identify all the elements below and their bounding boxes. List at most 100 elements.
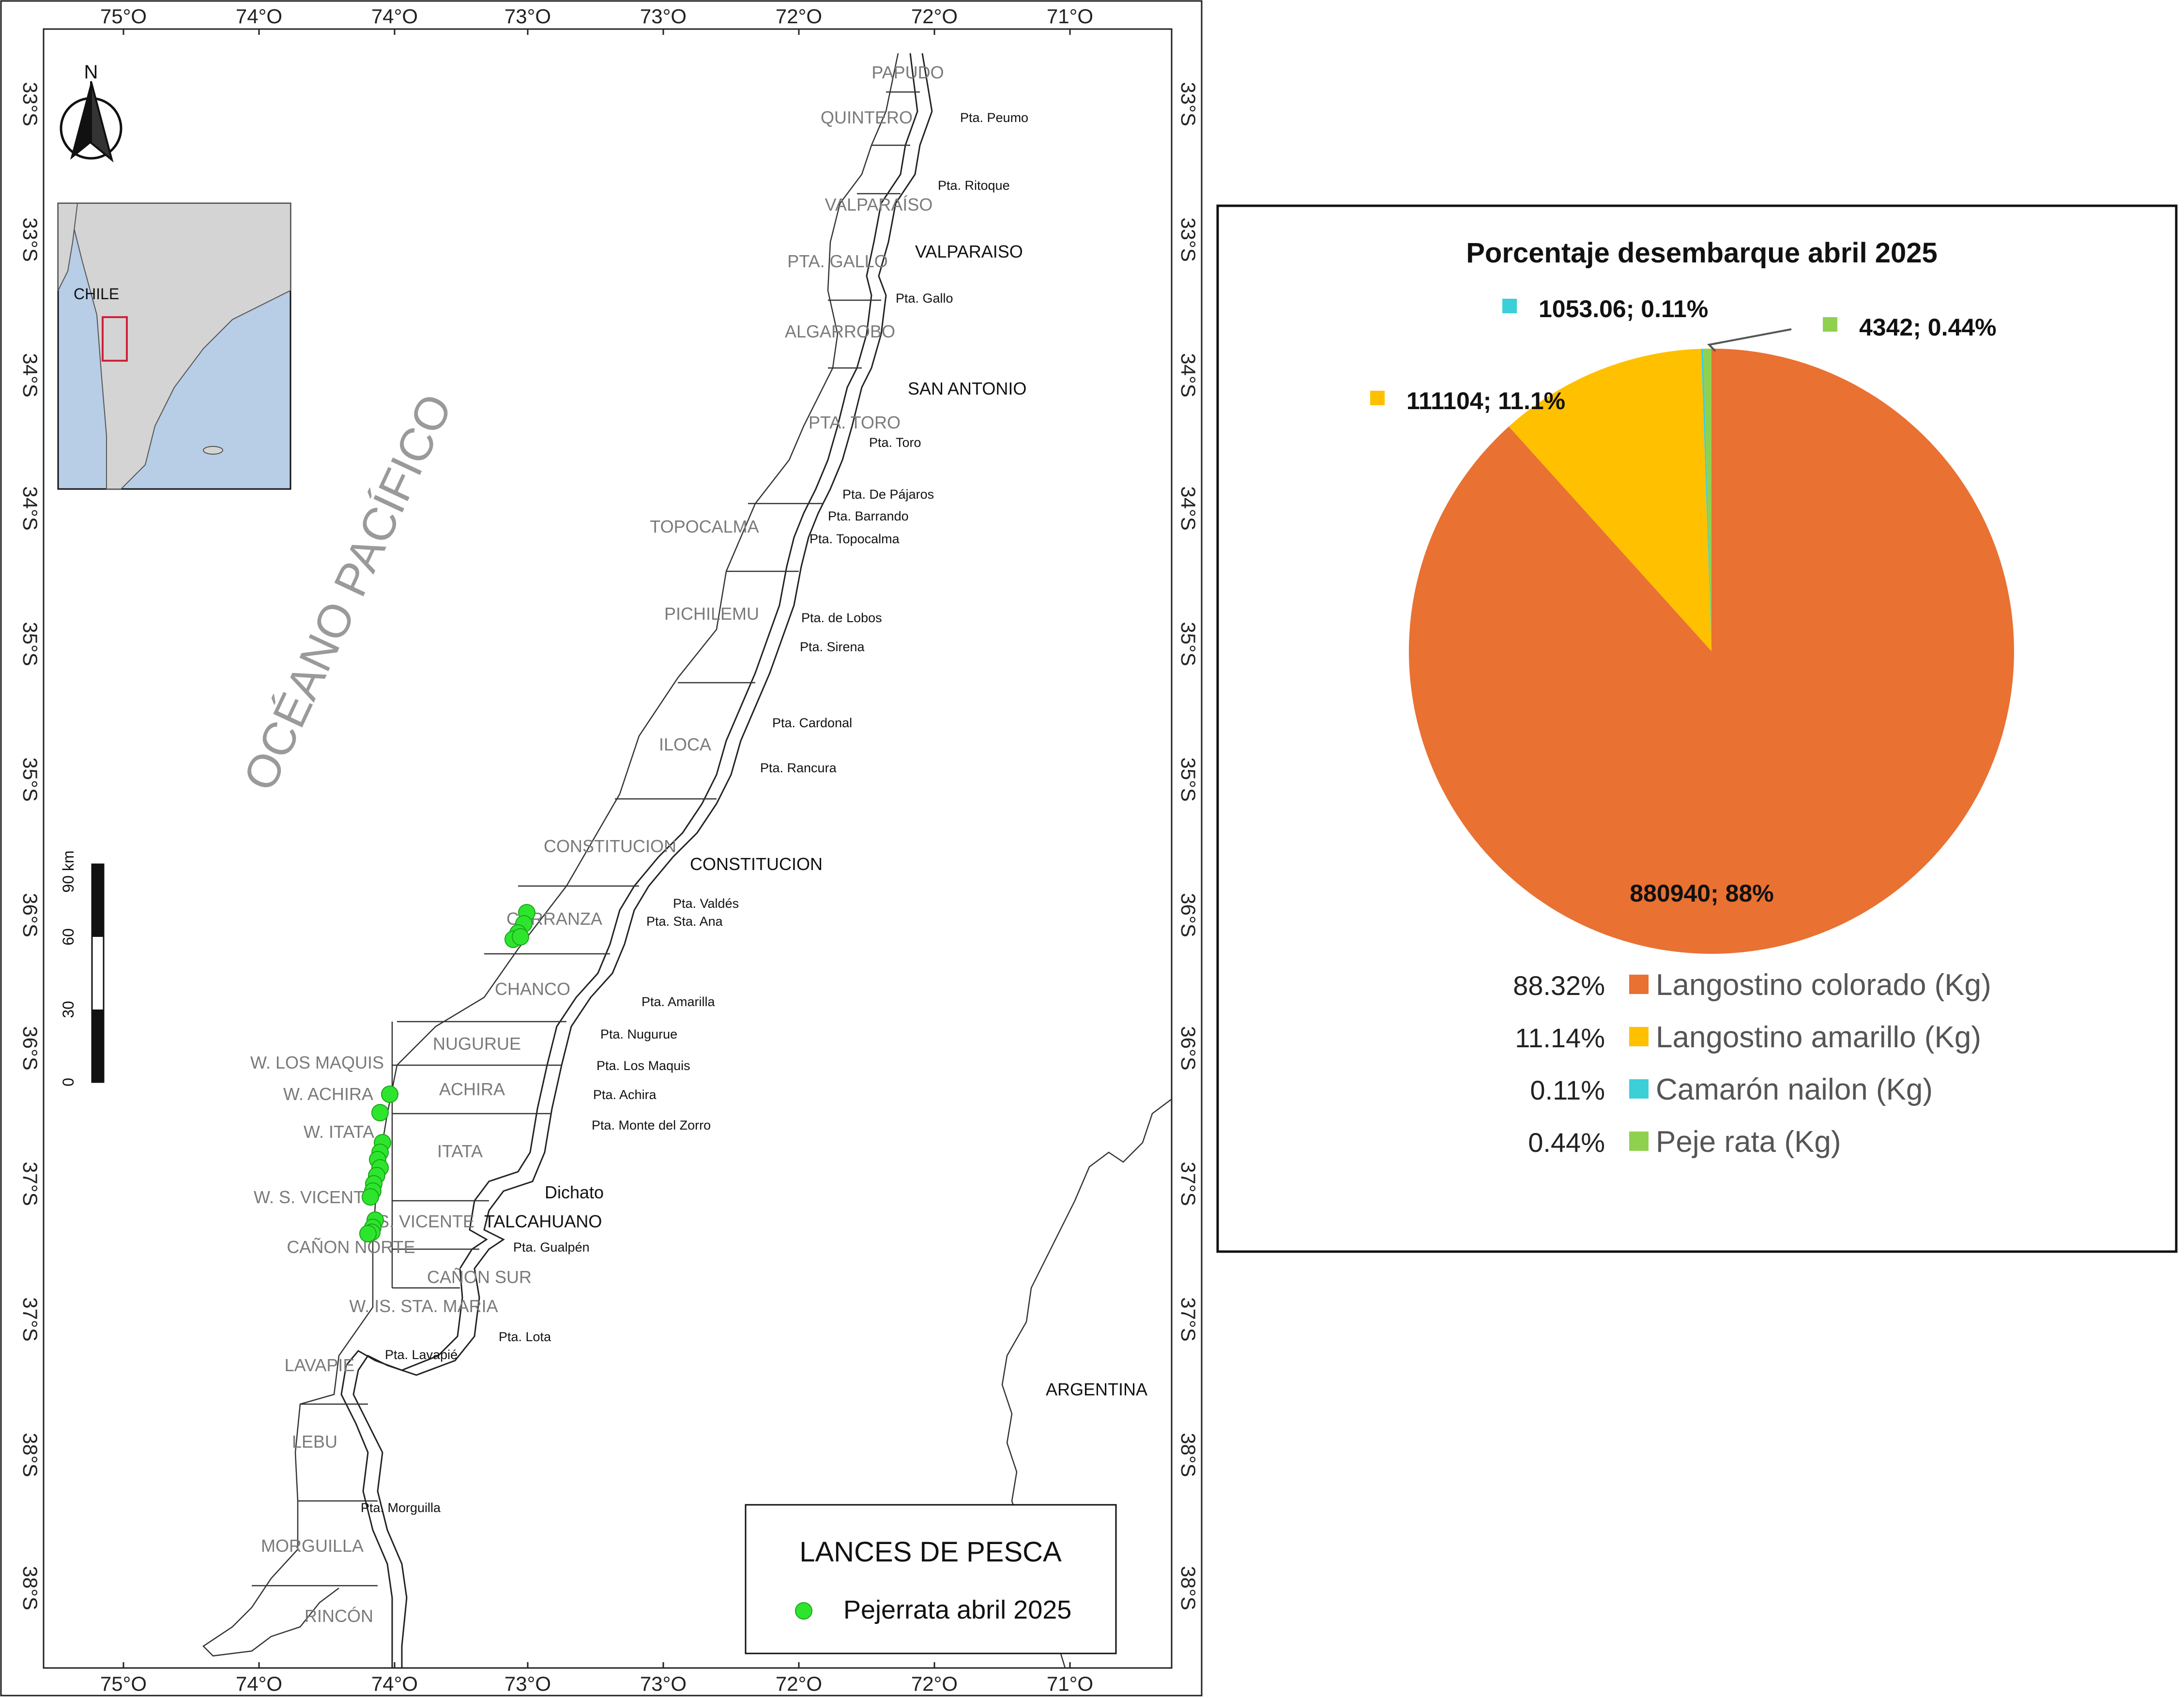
north-arrow-icon: N [60,61,122,163]
zone-label: QUINTERO [821,107,913,127]
left-tick: 34°S [19,486,42,531]
city-label: SAN ANTONIO [908,379,1026,398]
data-label-swatch [1823,317,1837,332]
right-tick: 37°S [1177,1297,1200,1342]
zone-label: W. LOS MAQUIS [250,1053,384,1072]
zone-label: CHANCO [495,979,570,999]
legend-percentage: 11.14% [1515,1023,1605,1053]
right-tick: 35°S [1177,622,1200,666]
zone-separators [252,91,920,1587]
haul-point-marker [359,1225,377,1242]
map-legend: LANCES DE PESCA Pejerrata abril 2025 [745,1504,1117,1654]
point-label: Pta. de Lobos [801,611,882,625]
right-tick: 36°S [1177,1026,1200,1071]
haul-point-marker [381,1086,398,1103]
zone-label: ALGARROBO [785,321,895,341]
legend-percentage: 88.32% [1513,970,1605,1001]
inset-map: CHILE [57,202,291,490]
city-label: TALCAHUANO [484,1211,602,1231]
left-tick: 36°S [19,1026,42,1071]
bottom-tick: 74°O [236,1672,282,1695]
left-tick: 38°S [19,1433,42,1477]
right-tick: 37°S [1177,1162,1200,1206]
right-tick: 33°S [1177,82,1200,126]
zone-label: ILOCA [659,734,711,754]
pie-slices [1408,348,2014,954]
right-tick: 33°S [1177,217,1200,262]
scale-title: 90 km [60,850,77,892]
legend-title: LANCES DE PESCA [799,1536,1062,1568]
point-label: Pta. Gallo [896,291,953,306]
bottom-tick: 71°O [1047,1672,1093,1695]
pie-slice [1703,349,1711,651]
left-tick: 33°S [19,217,42,262]
pie-slice [1408,348,2014,954]
data-label-swatch [1502,299,1517,313]
left-latitude-ticks: 33°S 33°S 34°S 34°S 35°S 35°S 36°S 36°S … [19,82,42,1610]
country-label: ARGENTINA [1046,1379,1147,1399]
legend-percentage: 0.44% [1528,1127,1605,1158]
city-labels: VALPARAISO SAN ANTONIO CONSTITUCION Dich… [484,242,1026,1231]
zone-label: CAÑON NORTE [287,1237,415,1257]
top-tick: 75°O [100,5,147,28]
point-label: Pta. Rancura [760,761,837,775]
pie-data-label: 1053.06; 0.11% [1539,295,1708,322]
point-label: Pta. Peumo [960,110,1028,125]
top-tick: 71°O [1047,5,1093,28]
pie-legend: 88.32% Langostino colorado (Kg) 11.14% Lang… [1513,968,1991,1159]
pie-data-label: 4342; 0.44% [1859,314,1997,341]
left-tick: 37°S [19,1162,42,1206]
top-tick: 72°O [911,5,958,28]
bottom-tick: 72°O [911,1672,958,1695]
legend-label: Langostino amarillo (Kg) [1656,1021,1981,1054]
zone-label: LAVAPIE [285,1355,355,1375]
right-tick: 38°S [1177,1566,1200,1610]
left-tick: 35°S [19,757,42,802]
frame-tick-marks [122,29,1071,1668]
top-tick: 74°O [371,5,418,28]
legend-label: Camarón nailon (Kg) [1656,1073,1933,1106]
scale-label: 30 [60,1001,77,1018]
point-label: Pta. Cardonal [772,716,852,730]
bottom-tick: 73°O [640,1672,687,1695]
zone-label: CAÑON SUR [427,1267,532,1287]
zone-label: LEBU [292,1432,337,1452]
zone-label: RINCÓN [305,1606,373,1626]
pie-data-label: 880940; 88% [1630,880,1773,907]
zone-label: ACHIRA [439,1079,505,1099]
legend-percentage: 0.11% [1530,1075,1605,1105]
zone-label: ITATA [437,1141,483,1161]
city-label: CONSTITUCION [690,854,823,874]
right-tick: 34°S [1177,353,1200,398]
legend-swatch [1629,1132,1649,1151]
top-tick: 73°O [504,5,551,28]
zone-label: W. ACHIRA [283,1084,373,1104]
top-tick: 72°O [776,5,822,28]
zone-label: W. ITATA [304,1122,374,1142]
left-tick: 33°S [19,82,42,126]
zone-label: TOPOCALMA [650,517,759,536]
point-label: Pta. Amarilla [641,994,716,1009]
point-label: Pta. Topocalma [809,532,900,546]
legend-item: Pejerrata abril 2025 [843,1595,1071,1624]
left-tick: 36°S [19,893,42,937]
scale-label: 60 [60,928,77,946]
point-label: Pta. Lota [499,1330,551,1344]
chile-coastline [352,53,933,1668]
city-label: Dichato [545,1182,604,1202]
bottom-tick: 75°O [100,1672,147,1695]
top-tick: 73°O [640,5,687,28]
fishing-map: 75°O 74°O 74°O 73°O 73°O 72°O 72°O 71°O … [0,0,1203,1697]
scale-label: 0 [60,1078,77,1086]
scale-bar: 90 km 0 30 60 [60,850,105,1086]
zone-label: W. S. VICENTE [254,1187,376,1207]
point-label: Pta. Sirena [800,640,865,654]
point-label: Pta. Toro [869,435,921,450]
top-longitude-ticks: 75°O 74°O 74°O 73°O 73°O 72°O 72°O 71°O [100,5,1093,28]
bottom-tick: 74°O [371,1672,418,1695]
point-label: Pta. Lavapié [385,1347,458,1362]
point-label: Pta. Achira [593,1087,657,1102]
haul-point-marker [512,928,529,946]
pie-slice [1701,349,1711,651]
point-label: Pta. Sta. Ana [646,914,723,929]
